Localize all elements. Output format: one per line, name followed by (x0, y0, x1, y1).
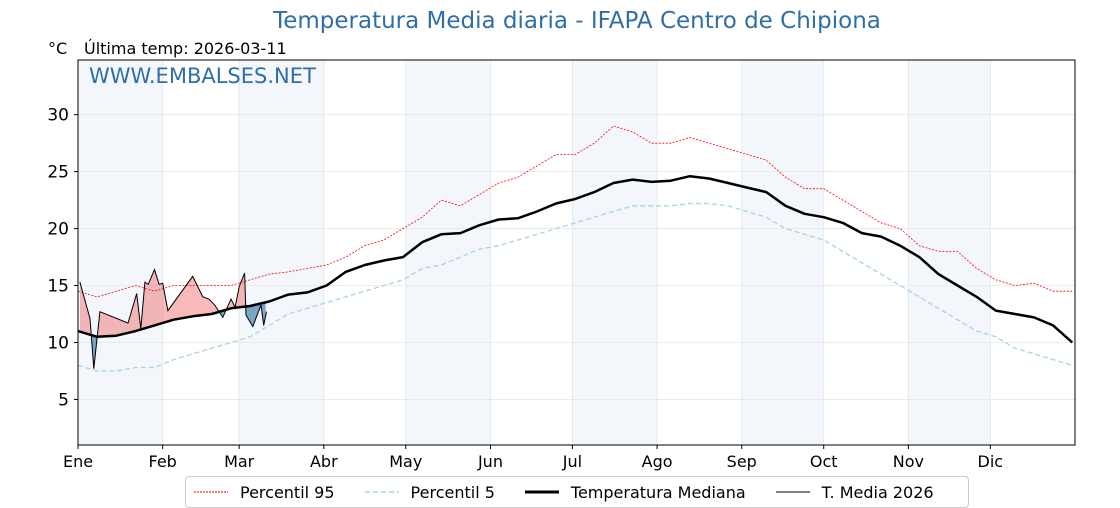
chart-title: Temperatura Media diaria - IFAPA Centro … (273, 8, 881, 34)
legend-label: Percentil 95 (240, 482, 335, 502)
legend-item-p95: Percentil 95 (194, 483, 335, 502)
x-tick-label: Dic (978, 452, 1004, 471)
month-band (572, 60, 658, 445)
month-band (78, 60, 163, 445)
x-tick-label: Nov (893, 452, 924, 471)
legend-item-median: Temperatura Mediana (524, 482, 746, 502)
y-axis-unit: °C (48, 39, 68, 58)
legend-label: T. Media 2026 (821, 482, 934, 502)
x-tick-label: Sep (727, 452, 757, 471)
x-tick-label: May (389, 452, 422, 471)
legend-swatch-current (775, 491, 810, 493)
y-tick-label: 30 (47, 106, 69, 126)
x-tick-label: Abr (310, 452, 338, 471)
x-tick-label: Ene (63, 452, 93, 471)
watermark: WWW.EMBALSES.NET (89, 64, 316, 88)
legend-label: Temperatura Mediana (570, 482, 746, 502)
series-line-p95 (77, 125, 1073, 298)
month-band (741, 60, 824, 445)
y-tick-label: 20 (47, 220, 69, 240)
x-tick-label: Oct (810, 452, 838, 471)
legend: Percentil 95 Percentil 5 Temperatura Med… (185, 476, 969, 508)
legend-label: Percentil 5 (410, 482, 495, 502)
y-tick-label: 5 (58, 390, 69, 410)
month-band (908, 60, 991, 445)
x-tick-label: Jul (562, 452, 582, 471)
y-tick-label: 15 (47, 277, 69, 297)
legend-swatch-p5 (364, 491, 399, 493)
series-line-current (79, 268, 267, 369)
plot-frame (77, 59, 1076, 446)
series-line-p5 (77, 202, 1073, 372)
legend-item-current: T. Media 2026 (775, 482, 934, 502)
legend-swatch-p95 (194, 491, 228, 493)
x-tick-label: Feb (149, 452, 177, 471)
x-tick-label: Mar (224, 452, 255, 471)
x-tick-label: Ago (642, 452, 673, 471)
month-band (405, 60, 491, 445)
legend-item-p5: Percentil 5 (364, 482, 495, 502)
legend-swatch-median (524, 490, 559, 494)
y-tick-label: 10 (47, 333, 69, 353)
last-temp-date: Última temp: 2026-03-11 (84, 39, 287, 58)
series-line-median (77, 174, 1074, 344)
y-tick-label: 25 (47, 163, 69, 183)
x-tick-label: Jun (477, 452, 503, 471)
month-band (239, 60, 324, 445)
